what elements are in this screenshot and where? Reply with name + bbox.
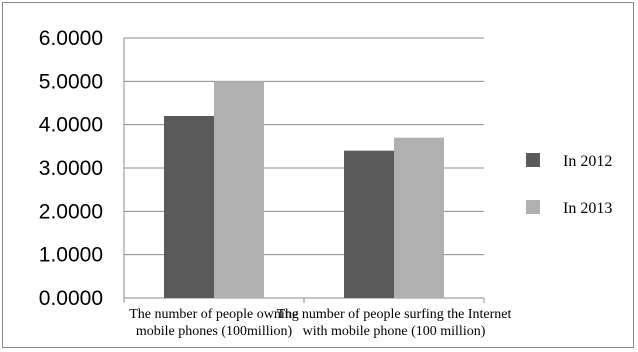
bar-in-2012-cat-2 [344, 150, 394, 298]
x-category-labels: The number of people owning mobile phones… [129, 307, 511, 339]
bar-in-2012-cat-1 [164, 116, 214, 298]
legend-label: In 2013 [563, 200, 612, 217]
legend-swatch [526, 153, 540, 167]
y-tick-label: 3.0000 [39, 157, 103, 180]
x-category-label: The number of people surfing the Interne… [277, 307, 512, 322]
bar-in-2013-cat-2 [394, 137, 444, 298]
legend: In 2012 In 2013 [526, 153, 612, 217]
y-tick-label: 0.0000 [39, 287, 103, 310]
chart-frame [2, 2, 634, 348]
x-category-label: with mobile phone (100 million) [303, 324, 486, 339]
y-tick-label: 2.0000 [39, 200, 103, 223]
y-tick-labels: 0.0000 1.0000 2.0000 3.0000 4.0000 5.0000 6.00… [39, 27, 103, 310]
y-tick-label: 1.0000 [39, 244, 103, 267]
x-category-label: The number of people owning [129, 307, 299, 322]
bars [164, 81, 444, 298]
y-tick-label: 4.0000 [39, 114, 103, 137]
x-category-label: mobile phones (100million) [136, 324, 293, 339]
legend-swatch [526, 200, 540, 214]
bar-in-2013-cat-1 [214, 81, 264, 298]
y-tick-label: 5.0000 [39, 70, 103, 93]
y-tick-label: 6.0000 [39, 27, 103, 50]
legend-label: In 2012 [563, 153, 612, 170]
